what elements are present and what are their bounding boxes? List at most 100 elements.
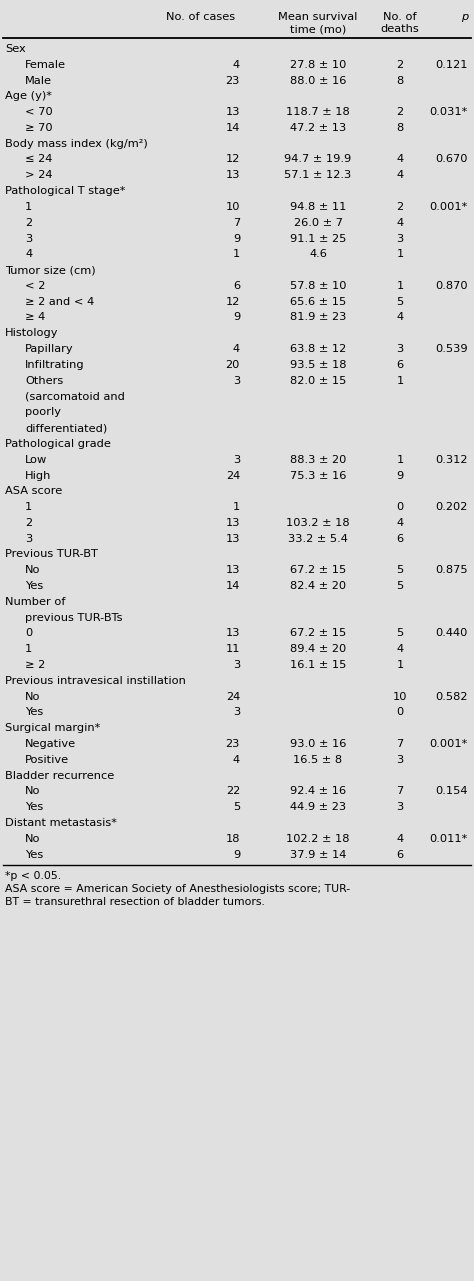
Text: 5: 5	[396, 582, 404, 591]
Text: 47.2 ± 13: 47.2 ± 13	[290, 123, 346, 133]
Text: ASA score: ASA score	[5, 487, 62, 496]
Text: 3: 3	[233, 375, 240, 386]
Text: No: No	[25, 565, 40, 575]
Text: 3: 3	[396, 802, 404, 812]
Text: 0.121: 0.121	[436, 60, 468, 69]
Text: Pathological grade: Pathological grade	[5, 439, 111, 448]
Text: 3: 3	[396, 755, 404, 765]
Text: Female: Female	[25, 60, 66, 69]
Text: 2: 2	[25, 518, 32, 528]
Text: 0.031*: 0.031*	[430, 108, 468, 117]
Text: *p < 0.05.: *p < 0.05.	[5, 871, 61, 880]
Text: 3: 3	[233, 455, 240, 465]
Text: 3: 3	[233, 707, 240, 717]
Text: Bladder recurrence: Bladder recurrence	[5, 771, 114, 780]
Text: 9: 9	[396, 470, 404, 480]
Text: 13: 13	[226, 534, 240, 543]
Text: 1: 1	[396, 455, 404, 465]
Text: < 2: < 2	[25, 281, 46, 291]
Text: 0: 0	[25, 629, 32, 638]
Text: 13: 13	[226, 108, 240, 117]
Text: 93.0 ± 16: 93.0 ± 16	[290, 739, 346, 749]
Text: 91.1 ± 25: 91.1 ± 25	[290, 233, 346, 243]
Text: 10: 10	[393, 692, 407, 702]
Text: 13: 13	[226, 629, 240, 638]
Text: 2: 2	[396, 108, 403, 117]
Text: 3: 3	[25, 233, 32, 243]
Text: 5: 5	[396, 565, 404, 575]
Text: 4: 4	[396, 834, 403, 844]
Text: Infiltrating: Infiltrating	[25, 360, 85, 370]
Text: ≥ 2 and < 4: ≥ 2 and < 4	[25, 297, 94, 306]
Text: 0.539: 0.539	[436, 345, 468, 354]
Text: Low: Low	[25, 455, 47, 465]
Text: 0.001*: 0.001*	[430, 739, 468, 749]
Text: 3: 3	[233, 660, 240, 670]
Text: 16.5 ± 8: 16.5 ± 8	[293, 755, 343, 765]
Text: 14: 14	[226, 123, 240, 133]
Text: 7: 7	[233, 218, 240, 228]
Text: 11: 11	[226, 644, 240, 655]
Text: 57.8 ± 10: 57.8 ± 10	[290, 281, 346, 291]
Text: No. of: No. of	[383, 12, 417, 22]
Text: 4: 4	[396, 155, 403, 164]
Text: 13: 13	[226, 518, 240, 528]
Text: High: High	[25, 470, 51, 480]
Text: 1: 1	[25, 644, 32, 655]
Text: 7: 7	[396, 787, 404, 797]
Text: ≥ 70: ≥ 70	[25, 123, 53, 133]
Text: 4: 4	[396, 518, 403, 528]
Text: deaths: deaths	[381, 24, 419, 35]
Text: Others: Others	[25, 375, 63, 386]
Text: 9: 9	[233, 313, 240, 323]
Text: 88.3 ± 20: 88.3 ± 20	[290, 455, 346, 465]
Text: 93.5 ± 18: 93.5 ± 18	[290, 360, 346, 370]
Text: 1: 1	[396, 660, 404, 670]
Text: 18: 18	[226, 834, 240, 844]
Text: Previous intravesical instillation: Previous intravesical instillation	[5, 676, 186, 685]
Text: 22: 22	[226, 787, 240, 797]
Text: 9: 9	[233, 233, 240, 243]
Text: 24: 24	[226, 470, 240, 480]
Text: 13: 13	[226, 170, 240, 181]
Text: 103.2 ± 18: 103.2 ± 18	[286, 518, 350, 528]
Text: Age (y)*: Age (y)*	[5, 91, 52, 101]
Text: 67.2 ± 15: 67.2 ± 15	[290, 629, 346, 638]
Text: 13: 13	[226, 565, 240, 575]
Text: 89.4 ± 20: 89.4 ± 20	[290, 644, 346, 655]
Text: 24: 24	[226, 692, 240, 702]
Text: 7: 7	[396, 739, 404, 749]
Text: 57.1 ± 12.3: 57.1 ± 12.3	[284, 170, 352, 181]
Text: 6: 6	[233, 281, 240, 291]
Text: ASA score = American Society of Anesthesiologists score; TUR-: ASA score = American Society of Anesthes…	[5, 884, 350, 894]
Text: 0.001*: 0.001*	[430, 202, 468, 211]
Text: 23: 23	[226, 76, 240, 86]
Text: 37.9 ± 14: 37.9 ± 14	[290, 849, 346, 860]
Text: 27.8 ± 10: 27.8 ± 10	[290, 60, 346, 69]
Text: time (mo): time (mo)	[290, 24, 346, 35]
Text: differentiated): differentiated)	[25, 423, 107, 433]
Text: No. of cases: No. of cases	[166, 12, 235, 22]
Text: Surgical margin*: Surgical margin*	[5, 724, 100, 733]
Text: 10: 10	[226, 202, 240, 211]
Text: Sex: Sex	[5, 44, 26, 54]
Text: 1: 1	[396, 375, 404, 386]
Text: 75.3 ± 16: 75.3 ± 16	[290, 470, 346, 480]
Text: 5: 5	[396, 297, 404, 306]
Text: 1: 1	[25, 202, 32, 211]
Text: 4: 4	[396, 313, 403, 323]
Text: 1: 1	[396, 250, 404, 259]
Text: 0.440: 0.440	[436, 629, 468, 638]
Text: Pathological T stage*: Pathological T stage*	[5, 186, 126, 196]
Text: 5: 5	[233, 802, 240, 812]
Text: 1: 1	[25, 502, 32, 512]
Text: 23: 23	[226, 739, 240, 749]
Text: 63.8 ± 12: 63.8 ± 12	[290, 345, 346, 354]
Text: p: p	[461, 12, 468, 22]
Text: 0: 0	[396, 502, 404, 512]
Text: 16.1 ± 15: 16.1 ± 15	[290, 660, 346, 670]
Text: Previous TUR-BT: Previous TUR-BT	[5, 550, 98, 560]
Text: poorly: poorly	[25, 407, 61, 418]
Text: 1: 1	[233, 502, 240, 512]
Text: 12: 12	[226, 297, 240, 306]
